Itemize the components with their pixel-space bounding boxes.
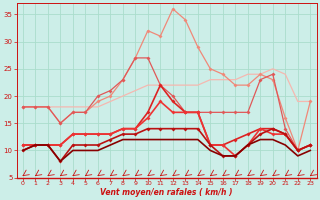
X-axis label: Vent moyen/en rafales ( km/h ): Vent moyen/en rafales ( km/h ) — [100, 188, 233, 197]
